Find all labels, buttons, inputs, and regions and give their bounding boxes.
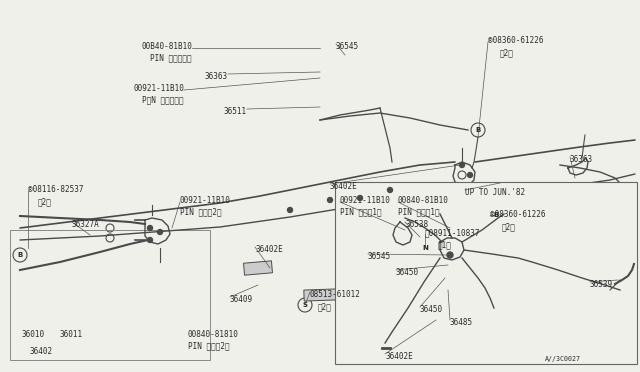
Text: B: B [493,212,499,218]
Circle shape [287,208,292,212]
Text: 36545: 36545 [336,42,359,51]
Text: 36010: 36010 [22,330,45,339]
Text: UP TO JUN.'82: UP TO JUN.'82 [465,188,525,197]
Circle shape [147,225,152,231]
Circle shape [467,173,472,177]
Text: 36327A: 36327A [72,220,100,229]
Text: ®08116-82537: ®08116-82537 [28,185,83,194]
Circle shape [358,196,362,201]
Bar [10,230,210,360]
Text: ®08360-61226: ®08360-61226 [488,36,543,45]
Text: 00921-11B10: 00921-11B10 [180,196,231,205]
Text: 36409: 36409 [230,295,253,304]
Text: 00921-11B10: 00921-11B10 [340,196,391,205]
Circle shape [328,198,333,202]
Bar [384,232,406,244]
Text: 36402E: 36402E [385,352,413,361]
Text: 36545: 36545 [368,252,391,261]
Text: A//3C0027: A//3C0027 [545,356,581,362]
Text: （1）: （1） [438,240,452,249]
Text: ®08360-61226: ®08360-61226 [490,210,545,219]
Text: B: B [476,127,481,133]
Text: （2）: （2） [318,302,332,311]
Text: S: S [303,302,307,308]
Bar [244,261,273,275]
Text: PIN ピン（2）: PIN ピン（2） [180,207,221,216]
Bar [335,182,637,364]
Circle shape [460,163,465,167]
Text: 36363: 36363 [205,72,228,81]
Text: PIN ピン（1）: PIN ピン（1） [398,207,440,216]
Text: （2）: （2） [38,197,52,206]
Text: 00840-81810: 00840-81810 [188,330,239,339]
Text: 00921-11B10: 00921-11B10 [133,84,184,93]
Text: PIN ピン（１）: PIN ピン（１） [150,53,192,62]
Text: PIN ピン（2）: PIN ピン（2） [188,341,230,350]
Text: 36450: 36450 [420,305,443,314]
Text: （2）: （2） [500,48,514,57]
Text: 36402E: 36402E [330,182,358,191]
Text: （2）: （2） [502,222,516,231]
Text: ⓝ08911-10837: ⓝ08911-10837 [425,228,481,237]
Text: 08513-61012: 08513-61012 [310,290,361,299]
Bar [304,289,336,301]
Text: 00B40-81B10: 00B40-81B10 [141,42,192,51]
Text: 36539: 36539 [590,280,613,289]
Text: 36511: 36511 [224,107,247,116]
Text: 36363: 36363 [570,155,593,164]
Circle shape [387,187,392,192]
Text: 36402E: 36402E [255,245,283,254]
Text: PIN ピン（1）: PIN ピン（1） [340,207,381,216]
Circle shape [147,237,152,243]
Text: 00840-81B10: 00840-81B10 [398,196,449,205]
Circle shape [157,230,163,234]
Text: 36011: 36011 [60,330,83,339]
Text: 36485: 36485 [450,318,473,327]
Circle shape [447,252,453,258]
Text: B: B [17,252,22,258]
Text: PピN ピン（１）: PピN ピン（１） [142,95,184,104]
Text: 36538: 36538 [405,220,428,229]
Text: N: N [422,245,428,251]
Text: 36402: 36402 [30,347,53,356]
Text: 36450: 36450 [396,268,419,277]
